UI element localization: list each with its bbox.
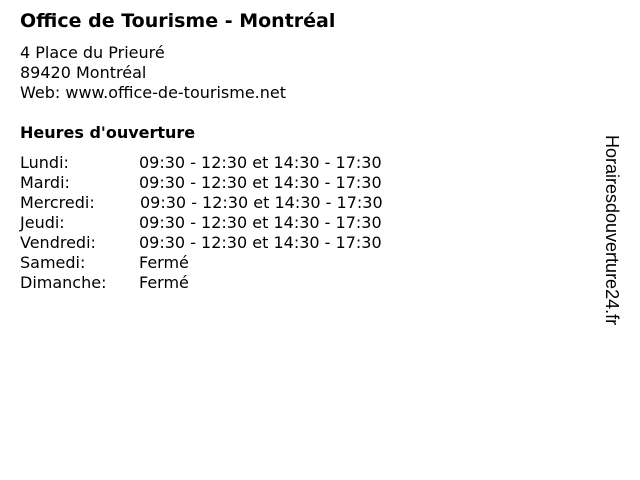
- day-label: Lundi:: [20, 153, 69, 172]
- hours-heading: Heures d'ouverture: [20, 123, 196, 142]
- time-value: 09:30 - 12:30 et 14:30 - 17:30: [139, 173, 382, 192]
- street-address: 4 Place du Prieuré: [20, 43, 165, 62]
- watermark: Horairesdouverture24.fr: [602, 135, 622, 326]
- page-title: Office de Tourisme - Montréal: [20, 10, 336, 32]
- time-value: 09:30 - 12:30 et 14:30 - 17:30: [140, 193, 383, 212]
- day-label: Vendredi:: [20, 233, 96, 252]
- day-label: Dimanche:: [20, 273, 107, 292]
- time-value: 09:30 - 12:30 et 14:30 - 17:30: [139, 153, 382, 172]
- day-label: Samedi:: [20, 253, 86, 272]
- time-value: Fermé: [139, 273, 189, 292]
- time-value: Fermé: [139, 253, 189, 272]
- day-label: Mercredi:: [20, 193, 95, 212]
- time-value: 09:30 - 12:30 et 14:30 - 17:30: [139, 233, 382, 252]
- time-value: 09:30 - 12:30 et 14:30 - 17:30: [139, 213, 382, 232]
- address-block: 4 Place du Prieuré 89420 Montréal Web: w…: [20, 43, 286, 103]
- website: Web: www.office-de-tourisme.net: [20, 83, 287, 102]
- city-address: 89420 Montréal: [20, 63, 147, 82]
- day-label: Jeudi:: [20, 213, 65, 232]
- day-label: Mardi:: [20, 173, 70, 192]
